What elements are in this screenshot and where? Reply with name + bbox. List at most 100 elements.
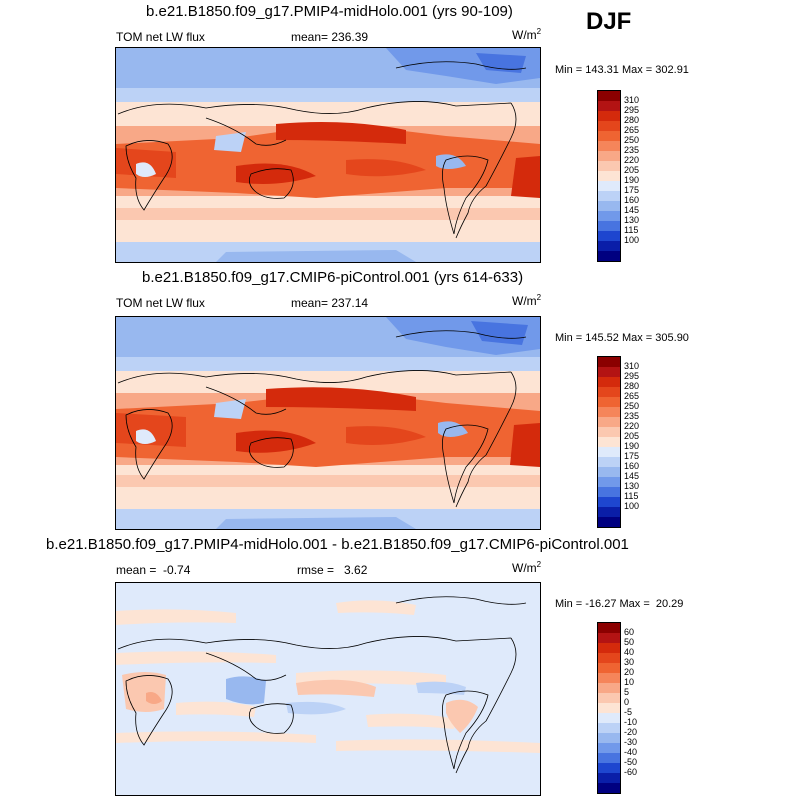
colorbar-swatch	[598, 517, 620, 527]
colorbar-tick-label: 190	[624, 441, 640, 451]
colorbar-tick-label: 280	[624, 381, 640, 391]
colorbar-tick-label: 250	[624, 135, 640, 145]
colorbar-tick-label: 130	[624, 481, 640, 491]
colorbar-swatch	[598, 231, 620, 241]
panel-3-rmse-label: rmse = 3.62	[297, 563, 368, 577]
colorbar-swatch	[598, 91, 620, 101]
colorbar-swatch	[598, 407, 620, 417]
panel-3-title: b.e21.B1850.f09_g17.PMIP4-midHolo.001 - …	[46, 536, 629, 553]
colorbar-swatch	[598, 121, 620, 131]
colorbar-tick-label: 60	[624, 627, 635, 637]
panel-2-minmax: Min = 145.52 Max = 305.90	[555, 332, 689, 344]
colorbar-swatch	[598, 673, 620, 683]
colorbar-tick-label: 250	[624, 401, 640, 411]
colorbar-swatch	[598, 623, 620, 633]
colorbar-swatch	[598, 653, 620, 663]
panel-1-title: b.e21.B1850.f09_g17.PMIP4-midHolo.001 (y…	[146, 3, 513, 20]
panel-3-units: W/m2	[512, 560, 542, 575]
colorbar-swatch	[598, 251, 620, 261]
colorbar-swatch	[598, 683, 620, 693]
colorbar-tick-label: 265	[624, 125, 640, 135]
panel-2-colorbar	[597, 356, 621, 528]
colorbar-swatch	[598, 487, 620, 497]
colorbar-tick-label: -50	[624, 757, 638, 767]
colorbar-tick-label: 220	[624, 155, 640, 165]
colorbar-tick-label: -60	[624, 767, 638, 777]
colorbar-swatch	[598, 141, 620, 151]
colorbar-swatch	[598, 357, 620, 367]
colorbar-tick-label: 0	[624, 697, 630, 707]
colorbar-swatch	[598, 467, 620, 477]
colorbar-swatch	[598, 447, 620, 457]
colorbar-tick-label: 115	[624, 225, 639, 235]
season-label: DJF	[586, 8, 632, 35]
colorbar-swatch	[598, 111, 620, 121]
colorbar-tick-label: 30	[624, 657, 635, 667]
colorbar-tick-label: 265	[624, 391, 640, 401]
colorbar-tick-label: -10	[624, 717, 638, 727]
colorbar-swatch	[598, 733, 620, 743]
panel-2-units: W/m2	[512, 293, 542, 308]
colorbar-swatch	[598, 633, 620, 643]
colorbar-swatch	[598, 713, 620, 723]
colorbar-tick-label: 145	[624, 471, 640, 481]
colorbar-tick-label: 160	[624, 461, 640, 471]
colorbar-swatch	[598, 397, 620, 407]
panel-1-variable-label: TOM net LW flux	[116, 30, 205, 44]
colorbar-tick-label: 235	[624, 145, 640, 155]
colorbar-tick-label: 115	[624, 491, 639, 501]
colorbar-swatch	[598, 221, 620, 231]
colorbar-swatch	[598, 457, 620, 467]
panel-1-units: W/m2	[512, 27, 542, 42]
panel-3-mean-label: mean = -0.74	[116, 563, 191, 577]
panel-3-minmax: Min = -16.27 Max = 20.29	[555, 598, 684, 610]
colorbar-swatch	[598, 703, 620, 713]
colorbar-swatch	[598, 763, 620, 773]
colorbar-swatch	[598, 723, 620, 733]
colorbar-tick-label: 205	[624, 165, 640, 175]
colorbar-swatch	[598, 367, 620, 377]
colorbar-tick-label: 175	[624, 451, 640, 461]
colorbar-swatch	[598, 161, 620, 171]
colorbar-swatch	[598, 241, 620, 251]
colorbar-swatch	[598, 377, 620, 387]
colorbar-swatch	[598, 773, 620, 783]
colorbar-swatch	[598, 387, 620, 397]
colorbar-tick-label: 190	[624, 175, 640, 185]
panel-1-map	[115, 47, 541, 263]
colorbar-swatch	[598, 131, 620, 141]
panel-2-title: b.e21.B1850.f09_g17.CMIP6-piControl.001 …	[142, 269, 524, 286]
colorbar-tick-label: 20	[624, 667, 635, 677]
colorbar-tick-label: 235	[624, 411, 640, 421]
colorbar-tick-label: -5	[624, 707, 633, 717]
colorbar-tick-label: 10	[624, 677, 635, 687]
panel-3-colorbar	[597, 622, 621, 794]
colorbar-swatch	[598, 507, 620, 517]
colorbar-swatch	[598, 477, 620, 487]
colorbar-tick-label: 295	[624, 105, 640, 115]
colorbar-swatch	[598, 171, 620, 181]
panel-2-variable-label: TOM net LW flux	[116, 296, 205, 310]
colorbar-swatch	[598, 753, 620, 763]
colorbar-swatch	[598, 643, 620, 653]
colorbar-swatch	[598, 417, 620, 427]
colorbar-tick-label: -30	[624, 737, 638, 747]
panel-2-map	[115, 316, 541, 530]
colorbar-swatch	[598, 693, 620, 703]
colorbar-tick-label: 130	[624, 215, 640, 225]
colorbar-tick-label: -20	[624, 727, 638, 737]
panel-2-mean-label: mean= 237.14	[291, 296, 369, 310]
panel-1-mean-label: mean= 236.39	[291, 30, 369, 44]
colorbar-swatch	[598, 743, 620, 753]
panel-3-map	[115, 582, 541, 796]
colorbar-tick-label: 310	[624, 361, 640, 371]
colorbar-swatch	[598, 151, 620, 161]
panel-1-minmax: Min = 143.31 Max = 302.91	[555, 64, 689, 76]
colorbar-tick-label: 205	[624, 431, 640, 441]
colorbar-tick-label: 310	[624, 95, 640, 105]
colorbar-swatch	[598, 437, 620, 447]
colorbar-tick-label: 100	[624, 501, 640, 511]
colorbar-tick-label: -40	[624, 747, 638, 757]
colorbar-tick-label: 40	[624, 647, 635, 657]
colorbar-swatch	[598, 181, 620, 191]
